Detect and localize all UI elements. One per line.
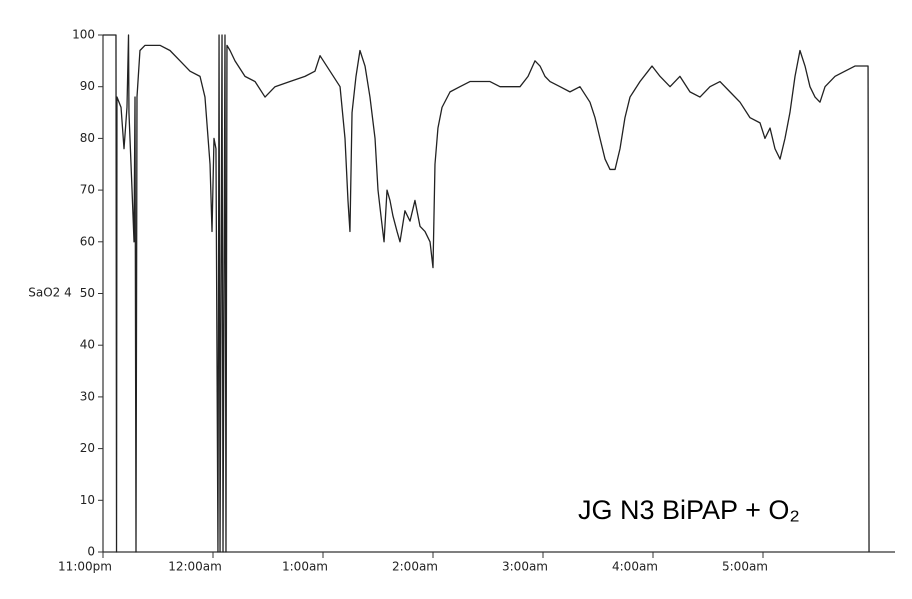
x-tick-label: 4:00am [612, 560, 658, 574]
data-line [103, 34, 870, 553]
y-tick-label: 30 [80, 389, 95, 403]
annotation: JG N3 BiPAP + O₂ [578, 495, 800, 525]
y-axis-label: SaO2 4 [28, 286, 72, 300]
y-tick-label: 20 [80, 441, 95, 455]
y-tick-label: 50 [80, 286, 95, 300]
y-tick-label: 80 [80, 131, 95, 145]
y-tick-label: 0 [87, 545, 95, 559]
y-tick-label: 90 [80, 79, 95, 93]
x-tick-label: 3:00am [502, 560, 548, 574]
y-tick-label: 100 [72, 28, 95, 42]
x-tick-label: 11:00pm [58, 560, 112, 574]
y-tick-label: 10 [80, 493, 95, 507]
y-tick-label: 70 [80, 183, 95, 197]
x-tick-label: 5:00am [722, 560, 768, 574]
x-tick-label: 2:00am [392, 560, 438, 574]
y-tick-label: 40 [80, 338, 95, 352]
x-tick-label: 12:00am [168, 560, 222, 574]
y-tick-label: 60 [80, 234, 95, 248]
x-tick-label: 1:00am [282, 560, 328, 574]
